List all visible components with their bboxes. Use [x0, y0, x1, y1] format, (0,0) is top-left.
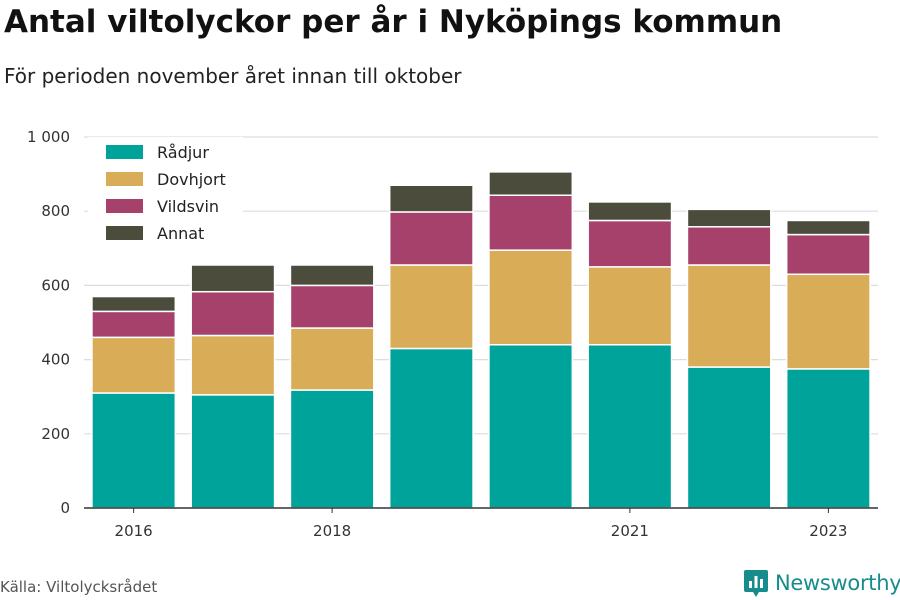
- bar-segment: [785, 368, 871, 509]
- legend-label: Vildsvin: [157, 197, 219, 216]
- bar-segment: [587, 266, 673, 346]
- y-tick-label: 400: [41, 351, 70, 369]
- bar-segment: [488, 344, 574, 509]
- bar-segment: [785, 273, 871, 370]
- bar-segment: [686, 226, 772, 266]
- bar-segment: [587, 201, 673, 222]
- x-tick-label: 2023: [809, 522, 847, 540]
- bar-segment: [289, 264, 375, 287]
- legend-swatch: [106, 172, 143, 186]
- brand-name: Newsworthy: [775, 571, 900, 595]
- bar-segment: [686, 264, 772, 368]
- bar-segment: [587, 344, 673, 509]
- x-tick-label: 2016: [115, 522, 153, 540]
- bar-stacks: [91, 171, 871, 509]
- bar-segment: [388, 347, 474, 509]
- bar-segment: [289, 389, 375, 509]
- bar-segment: [587, 219, 673, 268]
- legend: Rådjur Dovhjort Vildsvin Annat: [88, 137, 243, 250]
- bar-chart-badge-icon: [744, 570, 768, 597]
- bar-segment: [388, 264, 474, 350]
- source-note: Källa: Viltolycksrådet: [0, 578, 158, 596]
- legend-swatch: [106, 145, 143, 159]
- bar-segment: [190, 264, 276, 293]
- y-tick-label: 800: [41, 202, 70, 220]
- y-tick-label: 600: [41, 276, 70, 294]
- bar-segment: [488, 249, 574, 346]
- x-tick-label: 2021: [611, 522, 649, 540]
- bar-segment: [785, 219, 871, 236]
- bar-segment: [91, 295, 177, 313]
- bar-segment: [388, 184, 474, 213]
- bar-segment: [488, 194, 574, 251]
- bar-segment: [488, 171, 574, 196]
- y-tick-label: 0: [60, 499, 70, 517]
- chart-title: Antal viltolyckor per år i Nyköpings kom…: [4, 4, 783, 40]
- bar-segment: [388, 211, 474, 266]
- bar-segment: [686, 366, 772, 509]
- bar-segment: [190, 394, 276, 509]
- bar-segment: [686, 208, 772, 228]
- bar-segment: [785, 233, 871, 276]
- bar-segment: [91, 392, 177, 509]
- x-tick-label: 2018: [313, 522, 351, 540]
- bar-segment: [190, 334, 276, 396]
- bar-segment: [289, 327, 375, 391]
- chart-subtitle: För perioden november året innan till ok…: [4, 64, 462, 88]
- y-tick-label: 1 000: [27, 128, 70, 146]
- bar-segment: [190, 290, 276, 337]
- brand-logo: Newsworthy: [743, 568, 900, 598]
- y-tick-label: 200: [41, 425, 70, 443]
- legend-label: Rådjur: [157, 143, 209, 162]
- axes: 0 200 400 600 800 1 000 2016 2018 2021 2023: [27, 128, 878, 540]
- bar-segment: [289, 284, 375, 329]
- legend-swatch: [106, 226, 143, 240]
- legend-label: Dovhjort: [157, 170, 226, 189]
- legend-label: Annat: [157, 224, 204, 243]
- bar-segment: [91, 336, 177, 394]
- legend-swatch: [106, 199, 143, 213]
- bar-segment: [91, 310, 177, 339]
